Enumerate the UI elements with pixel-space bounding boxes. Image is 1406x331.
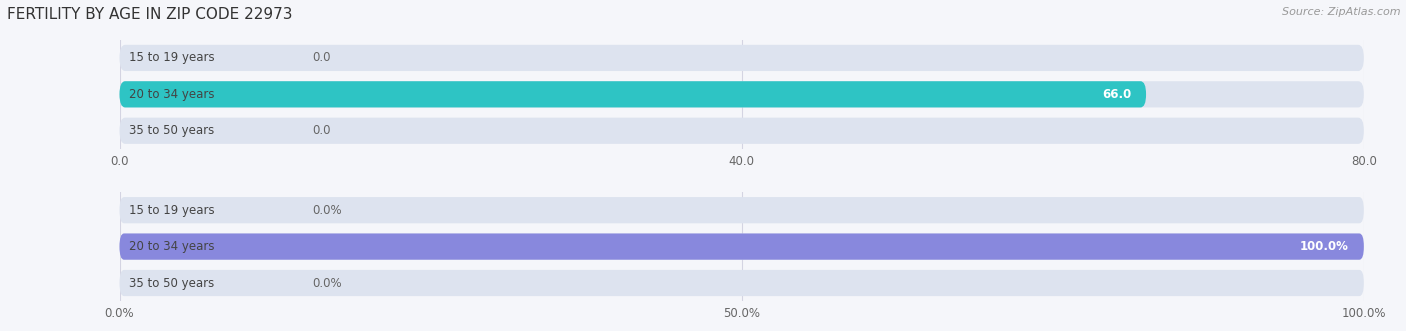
FancyBboxPatch shape bbox=[120, 233, 1364, 260]
FancyBboxPatch shape bbox=[120, 81, 1364, 108]
FancyBboxPatch shape bbox=[120, 197, 1364, 223]
Text: 0.0: 0.0 bbox=[312, 124, 330, 137]
Text: 20 to 34 years: 20 to 34 years bbox=[129, 240, 215, 253]
FancyBboxPatch shape bbox=[120, 270, 1364, 296]
Text: 20 to 34 years: 20 to 34 years bbox=[129, 88, 215, 101]
Text: 0.0: 0.0 bbox=[312, 51, 330, 65]
FancyBboxPatch shape bbox=[120, 118, 1364, 144]
Text: 66.0: 66.0 bbox=[1102, 88, 1132, 101]
Text: 15 to 19 years: 15 to 19 years bbox=[129, 51, 215, 65]
Text: 35 to 50 years: 35 to 50 years bbox=[129, 276, 215, 290]
FancyBboxPatch shape bbox=[120, 45, 1364, 71]
FancyBboxPatch shape bbox=[120, 81, 1146, 108]
Text: 100.0%: 100.0% bbox=[1301, 240, 1348, 253]
FancyBboxPatch shape bbox=[120, 233, 1364, 260]
Text: FERTILITY BY AGE IN ZIP CODE 22973: FERTILITY BY AGE IN ZIP CODE 22973 bbox=[7, 7, 292, 22]
Text: 0.0%: 0.0% bbox=[312, 204, 342, 217]
Text: 15 to 19 years: 15 to 19 years bbox=[129, 204, 215, 217]
Text: Source: ZipAtlas.com: Source: ZipAtlas.com bbox=[1282, 7, 1400, 17]
Text: 0.0%: 0.0% bbox=[312, 276, 342, 290]
Text: 35 to 50 years: 35 to 50 years bbox=[129, 124, 215, 137]
